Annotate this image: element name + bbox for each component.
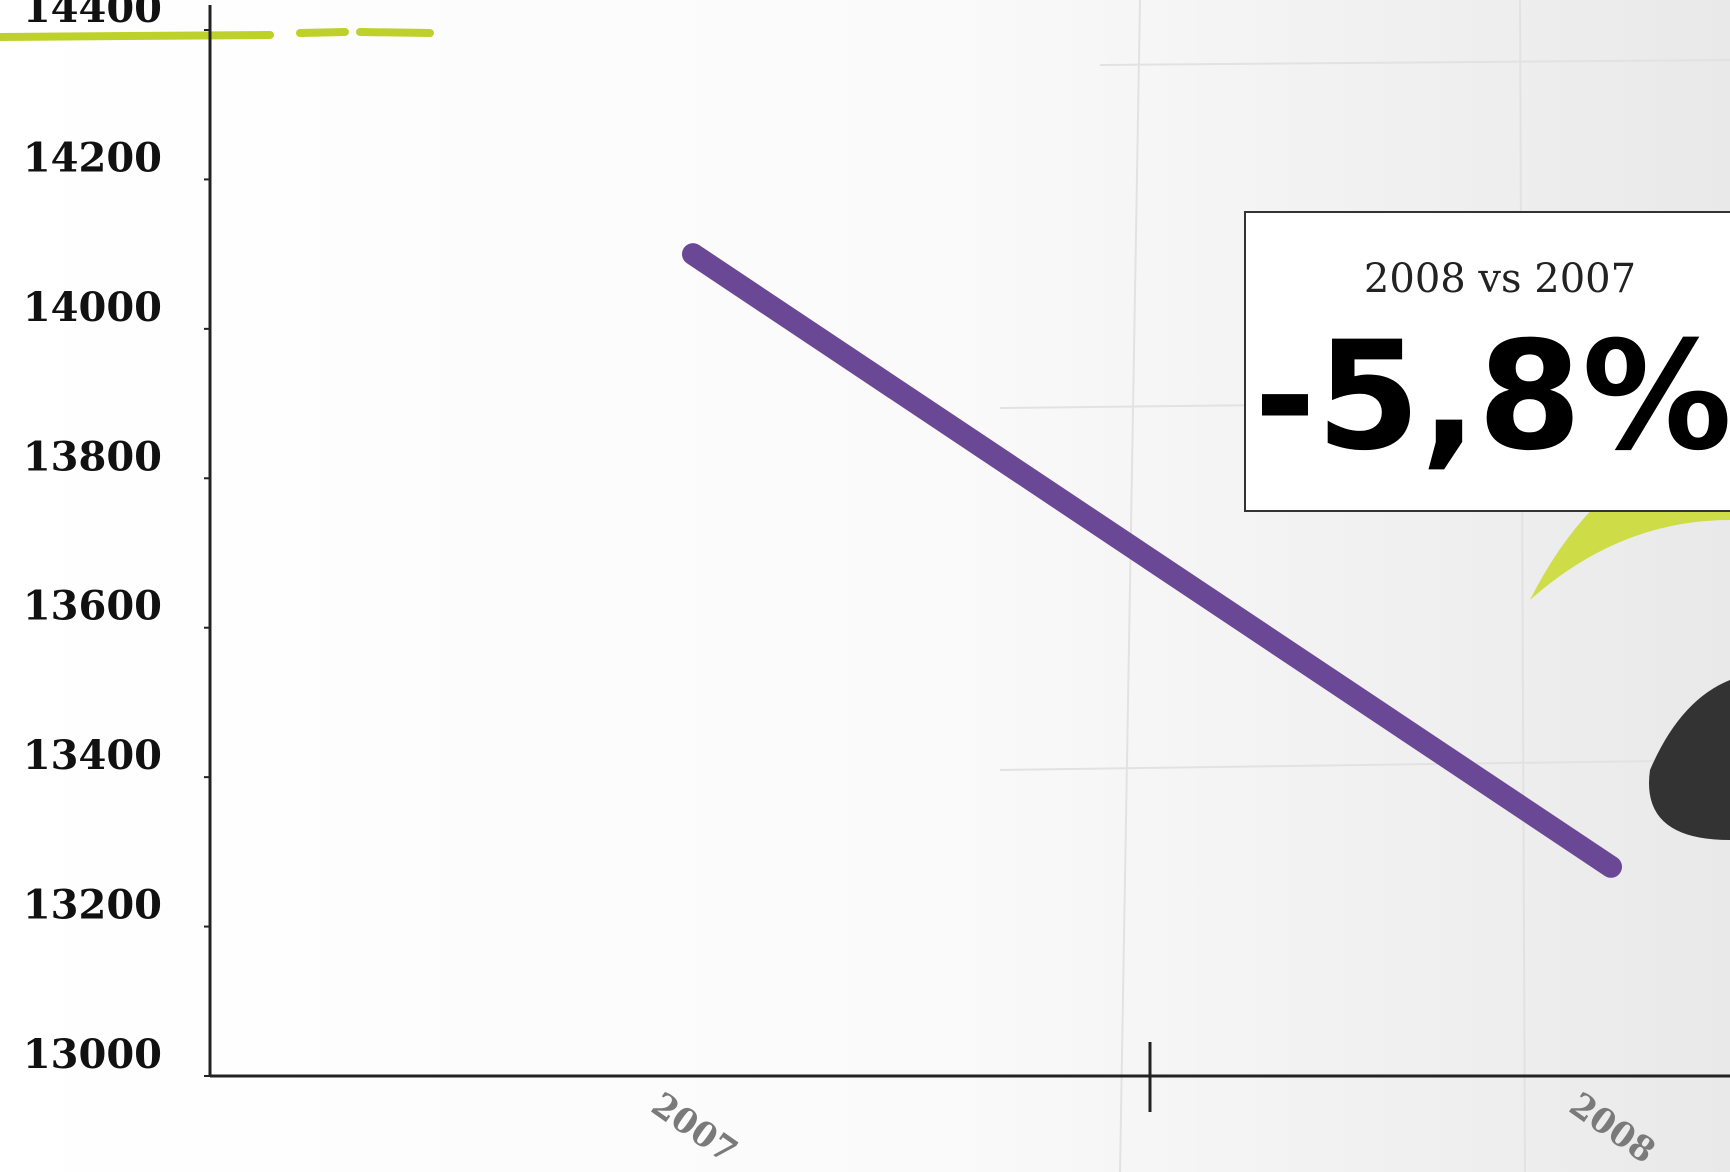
annotation-frame <box>1244 211 1730 512</box>
decoration-shape <box>1649 680 1730 840</box>
annotation-value: -5,8% <box>1254 310 1730 484</box>
data-line <box>682 243 1622 878</box>
y-tick-label: 14000 <box>23 284 162 331</box>
y-tick-label: 13800 <box>23 433 162 480</box>
y-tick-label: 13400 <box>23 732 162 779</box>
y-tick-label: 13600 <box>23 583 162 630</box>
y-tick-label: 13000 <box>23 1031 162 1078</box>
annotation-subtitle: 2008 vs 2007 <box>1364 256 1636 302</box>
y-tick-label: 13200 <box>23 882 162 929</box>
annotation-box: 2008 vs 2007 -5,8% <box>1244 211 1730 512</box>
decoration-dashes <box>0 28 434 41</box>
y-tick-label: 14400 <box>23 0 162 32</box>
background-grid <box>999 0 1730 1172</box>
y-tick-label: 14200 <box>23 134 162 181</box>
